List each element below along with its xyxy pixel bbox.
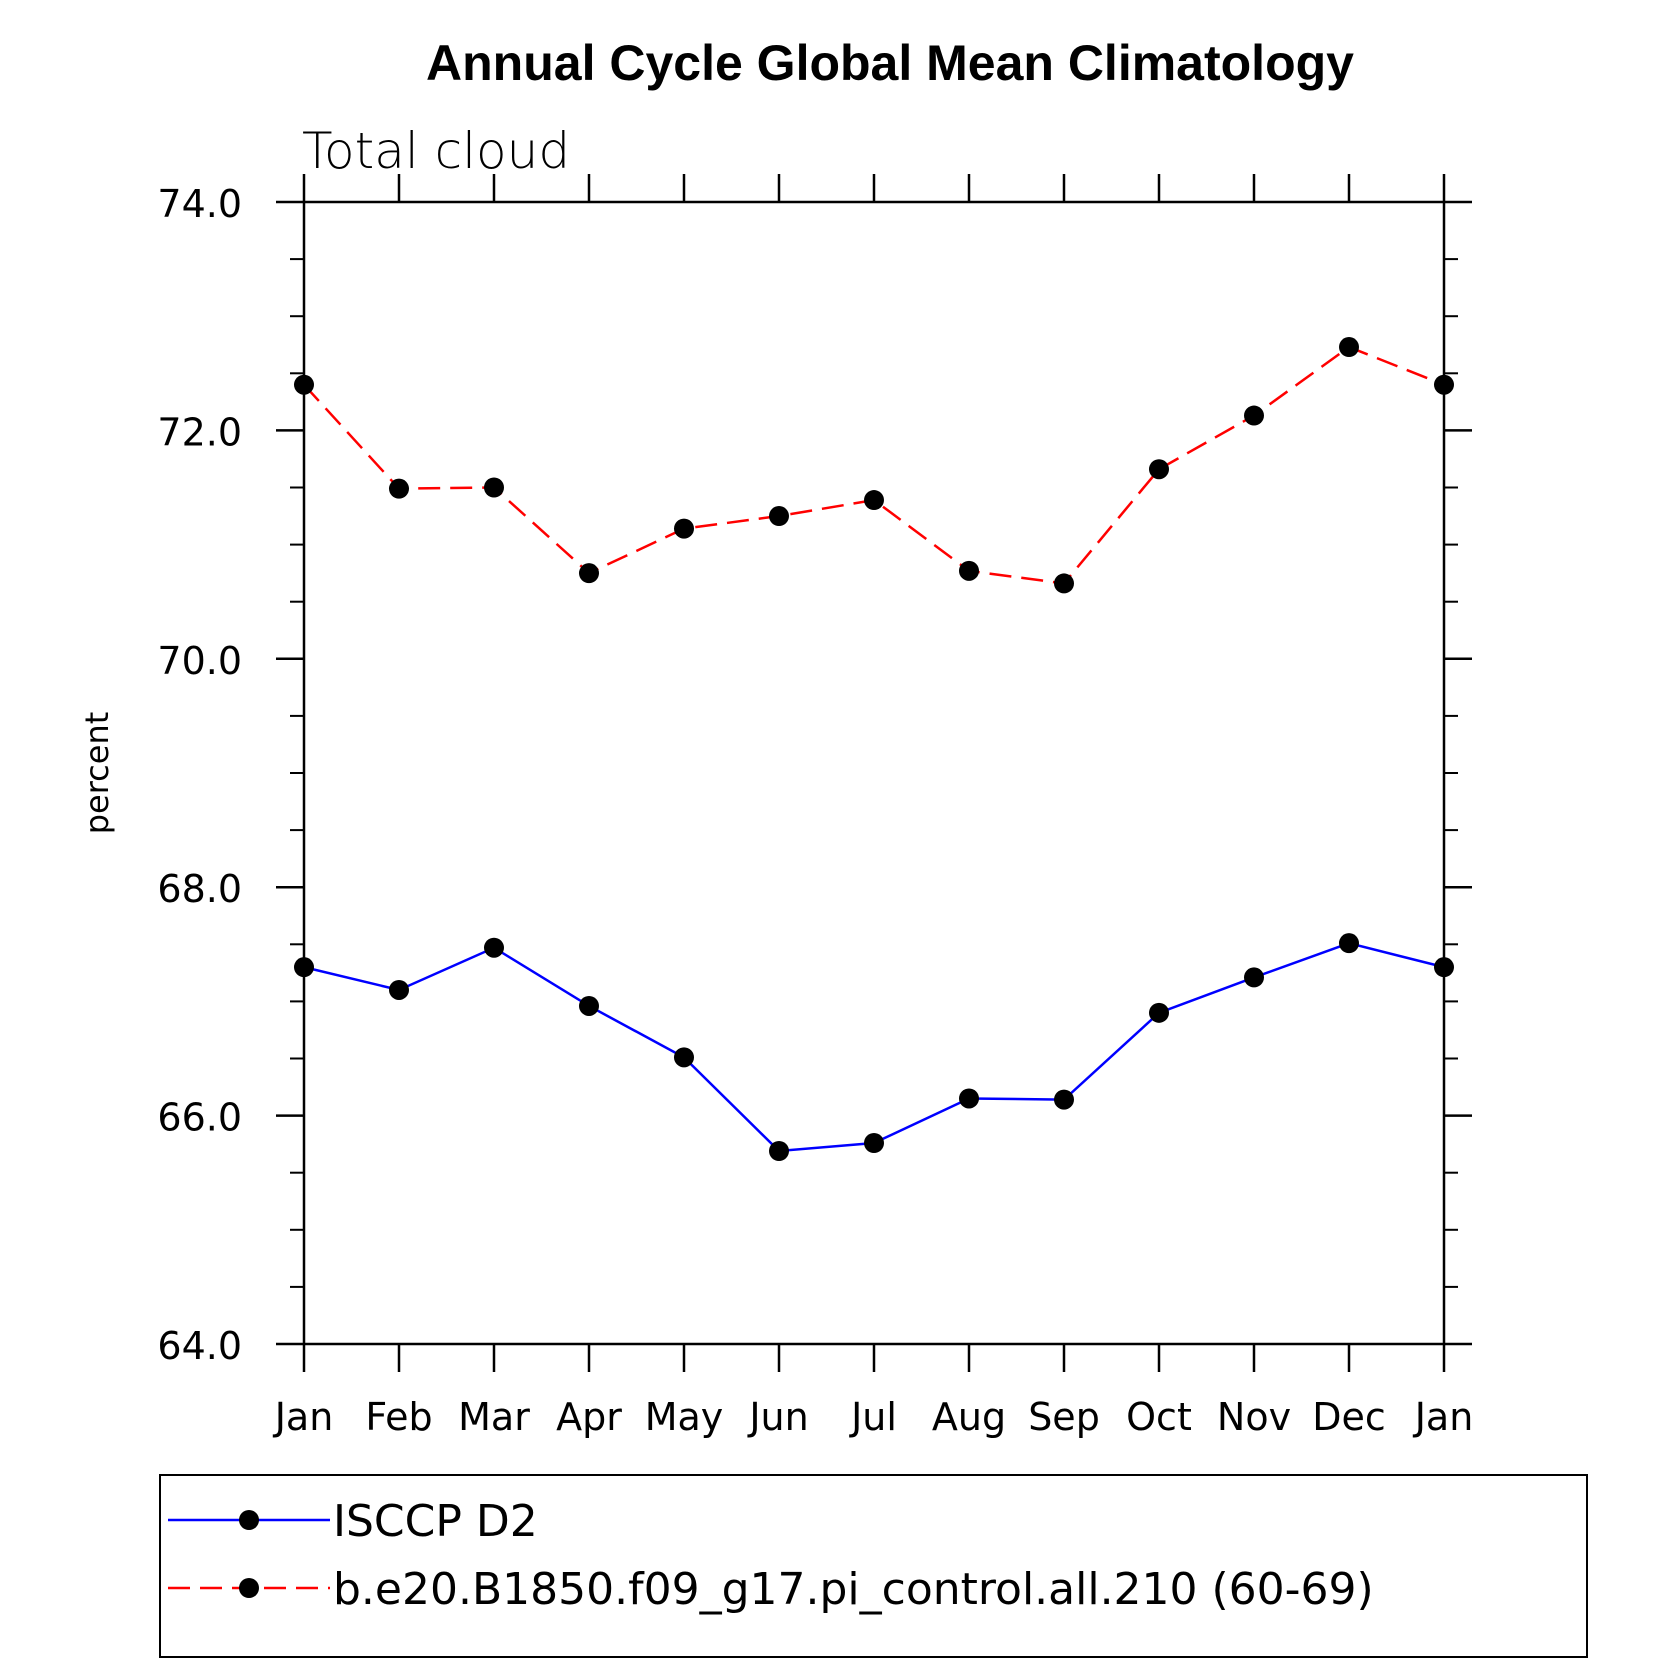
x-tick-label: Jun: [747, 1395, 808, 1439]
series-1-point: [1339, 337, 1359, 358]
series-0-point: [1149, 1002, 1169, 1023]
y-tick-label: 70.0: [157, 639, 242, 683]
chart-title: Annual Cycle Global Mean Climatology: [426, 35, 1354, 91]
series-0-point: [1054, 1089, 1074, 1110]
legend-marker-0: [239, 1510, 259, 1530]
series-0-point: [1244, 967, 1264, 988]
legend: ISCCP D2 b.e20.B1850.f09_g17.pi_control.a…: [159, 1474, 1588, 1658]
y-axis-label: percent: [78, 712, 116, 835]
series-0-point: [674, 1047, 694, 1068]
legend-box: [159, 1474, 1588, 1658]
x-tick-labels: Jan Feb Mar Apr May Jun Jul Aug Sep Oct Nov Dec Jan: [273, 1395, 1474, 1439]
x-tick-label: Jan: [1413, 1395, 1474, 1439]
series-line-1: [303, 345, 1445, 585]
series-0-point: [864, 1133, 884, 1154]
series-line-0: [303, 941, 1445, 1153]
x-tick-label: Jan: [273, 1395, 334, 1439]
series-1-point: [1054, 573, 1074, 594]
series-0-point: [389, 979, 409, 1000]
y-tick-label: 66.0: [157, 1096, 242, 1140]
series-1-point: [389, 478, 409, 499]
y-tick-labels: 64.0 66.0 68.0 70.0 72.0 74.0: [157, 182, 242, 1368]
y-tick-label: 72.0: [157, 410, 242, 454]
series-1-point: [674, 518, 694, 539]
x-tick-label: Apr: [556, 1395, 622, 1439]
series-layer: [294, 337, 1454, 1162]
series-1-point: [769, 506, 789, 527]
series-0-point: [1339, 933, 1359, 954]
legend-label-0: ISCCP D2: [333, 1496, 538, 1547]
series-1-point: [959, 560, 979, 581]
chart-subtitle: Total cloud: [302, 122, 570, 180]
legend-marker-1: [239, 1578, 259, 1598]
series-0-point: [959, 1088, 979, 1109]
series-0-point: [579, 995, 599, 1016]
series-0-point: [769, 1141, 789, 1162]
y-tick-label: 74.0: [157, 182, 242, 226]
legend-label-1: b.e20.B1850.f09_g17.pi_control.all.210 (…: [333, 1564, 1374, 1615]
x-tick-label: Aug: [932, 1395, 1006, 1439]
series-0-point: [484, 937, 504, 958]
y-tick-label: 68.0: [157, 867, 242, 911]
x-tick-label: Sep: [1028, 1395, 1100, 1439]
ticks-layer: [276, 174, 1472, 1372]
series-1-point: [864, 490, 884, 511]
y-tick-label: 64.0: [157, 1324, 242, 1368]
x-tick-label: Nov: [1217, 1395, 1291, 1439]
x-tick-label: Jul: [849, 1395, 897, 1439]
x-tick-label: Mar: [458, 1395, 530, 1439]
x-tick-label: Dec: [1312, 1395, 1386, 1439]
series-1-point: [579, 563, 599, 584]
plot-frame: [302, 200, 1446, 1346]
x-tick-label: Feb: [365, 1395, 432, 1439]
series-1-point: [1244, 405, 1264, 426]
series-1-point: [1149, 459, 1169, 480]
x-tick-label: Oct: [1126, 1395, 1192, 1439]
x-tick-label: May: [645, 1395, 724, 1439]
series-1-point: [484, 477, 504, 498]
